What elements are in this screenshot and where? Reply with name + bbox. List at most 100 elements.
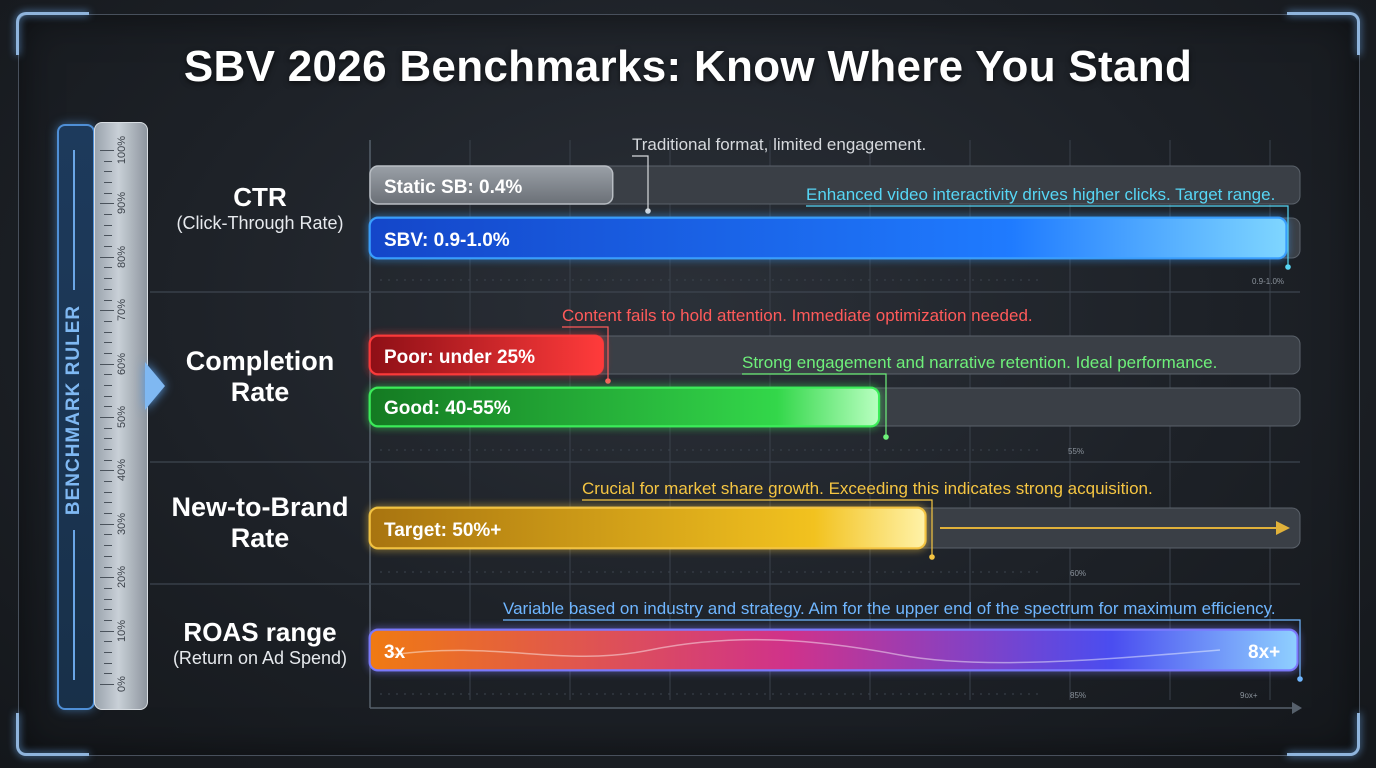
roas-wave-line [389, 638, 1221, 664]
ruler-tick-mark [104, 299, 112, 301]
bar-roas [369, 629, 1298, 671]
bar-label-sbv: SBV: 0.9-1.0% [384, 230, 510, 251]
annotation-roas: Variable based on industry and strategy.… [503, 599, 1276, 618]
ruler-tick-mark [100, 150, 114, 151]
ruler-tick-mark [104, 427, 112, 429]
bar-label-roas-end: 8x+ [1248, 642, 1280, 663]
ruler-tick-mark [104, 598, 112, 600]
page-title: SBV 2026 Benchmarks: Know Where You Stan… [183, 42, 1193, 91]
ruler-tick-mark [104, 182, 112, 184]
annotation-static-leader [632, 155, 649, 210]
annotation-roas-leader [503, 619, 1301, 678]
category-name: ROAS range [183, 617, 337, 647]
ruler-tick-mark [104, 246, 112, 248]
ruler-tick-mark [104, 609, 112, 611]
bar-label-static-sb: Static SB: 0.4% [384, 177, 522, 198]
ruler-tick-mark [104, 438, 112, 440]
bar-label-poor: Poor: under 25% [384, 347, 535, 368]
ruler-tick-mark [104, 288, 112, 290]
bar-label-good: Good: 40-55% [384, 398, 511, 419]
outer-frame [18, 14, 1360, 756]
ruler-tick-mark [104, 481, 112, 483]
ruler-tick-mark [104, 278, 112, 280]
annotation-poor-dot [605, 378, 611, 384]
bar-static-sb [369, 165, 614, 205]
ruler-tick-mark [104, 395, 112, 397]
ruler-tick-mark [104, 619, 112, 621]
ruler-tick-mark [104, 673, 112, 675]
bar-good [369, 387, 880, 427]
annotation-static-dot [645, 208, 651, 214]
category-name: New-to-Brand Rate [171, 492, 349, 554]
ruler-scale [94, 122, 148, 710]
annotation-good: Strong engagement and narrative retentio… [742, 353, 1217, 372]
ruler-tick-mark [100, 630, 114, 632]
mini-axis-label: 55% [1068, 447, 1084, 456]
annotation-poor: Content fails to hold attention. Immedia… [562, 306, 1033, 325]
ruler-tick-mark [104, 192, 112, 194]
corner-bracket [16, 12, 89, 55]
ruler-tick-mark [104, 641, 112, 643]
annotation-static-sb: Traditional format, limited engagement. [632, 135, 926, 154]
ruler-tick-mark [104, 545, 112, 547]
annotation-good-leader [742, 373, 887, 436]
annotation-target: Crucial for market share growth. Exceedi… [582, 479, 1153, 498]
corner-bracket [16, 713, 89, 756]
ruler-tick-mark [104, 651, 112, 653]
ruler-tick-mark [100, 417, 114, 418]
ruler-tick-mark [100, 470, 114, 472]
category-label-roas: ROAS range (Return on Ad Spend) [150, 617, 370, 669]
ruler-tick-mark [104, 374, 112, 376]
ruler-tick-mark [104, 534, 112, 536]
bar-label-roas-start: 3x [384, 642, 406, 663]
ruler-tick-mark [104, 449, 112, 451]
annotation-sbv: Enhanced video interactivity drives high… [806, 185, 1275, 204]
annotation-roas-dot [1297, 676, 1303, 682]
target-arrow-icon [1276, 521, 1290, 535]
x-axis-arrow-icon [1292, 702, 1302, 714]
ruler-tick-mark [104, 352, 112, 354]
benchmark-ruler-bar [57, 124, 95, 710]
ruler-tick-mark [104, 235, 112, 237]
ruler-tick-mark [104, 555, 112, 557]
corner-bracket [1287, 12, 1360, 55]
ruler-tick-mark [100, 203, 114, 205]
ruler-tick-mark [104, 406, 112, 408]
category-subtitle: (Return on Ad Spend) [172, 647, 348, 668]
ruler-tick-mark [104, 214, 112, 216]
mini-axis-label: 0.9-1.0% [1252, 277, 1284, 286]
annotation-target-dot [929, 554, 935, 560]
mini-axis-label: 60% [1070, 569, 1086, 578]
ruler-tick-mark [104, 502, 112, 504]
ruler-tick-mark [104, 459, 112, 461]
category-name: CTR [233, 182, 287, 212]
ruler-tick-mark [104, 342, 112, 344]
category-label-ntb: New-to-Brand Rate [150, 492, 370, 554]
category-name: Completion Rate [185, 346, 335, 408]
corner-bracket [1287, 713, 1360, 756]
ruler-tick-mark [104, 267, 112, 269]
ruler-tick-mark [100, 684, 114, 685]
ruler-tick-mark [100, 523, 114, 525]
ruler-tick-mark [104, 384, 112, 386]
ruler-tick-mark [104, 566, 112, 568]
ruler-tick-mark [104, 171, 112, 173]
ruler-tick-mark [104, 160, 112, 162]
ruler-tick-mark [104, 513, 112, 515]
annotation-sbv-leader [806, 205, 1289, 266]
ruler-arrow-down-line [73, 530, 75, 680]
category-subtitle: (Click-Through Rate) [176, 212, 344, 233]
annotation-poor-leader [562, 326, 609, 380]
bar-target [369, 507, 926, 549]
ruler-tick-mark [100, 363, 114, 365]
annotation-target-leader [582, 499, 933, 556]
bar-poor [369, 335, 604, 375]
ruler-tick-mark [104, 662, 112, 664]
ruler-tick-mark [104, 491, 112, 493]
bar-label-target: Target: 50%+ [384, 520, 501, 541]
ruler-tick-mark [104, 587, 112, 589]
ruler-pointer-icon [145, 362, 165, 410]
ruler-tick-mark [104, 331, 112, 333]
ruler-tick-mark [100, 310, 114, 312]
